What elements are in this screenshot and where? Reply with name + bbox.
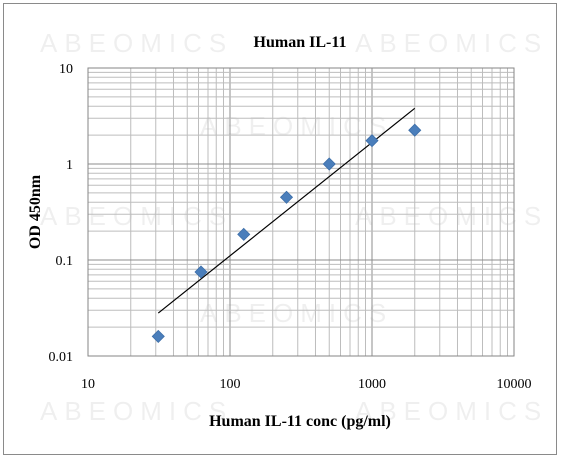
y-tick-label: 1	[66, 158, 73, 173]
data-point	[237, 227, 251, 241]
watermark-text: ABEOMICS	[200, 298, 393, 328]
data-point	[151, 329, 165, 343]
data-point	[408, 123, 422, 137]
y-axis-label: OD 450nm	[27, 174, 44, 249]
y-tick-label: 10	[59, 62, 73, 77]
gridlines	[88, 68, 514, 356]
watermark-text: ABEOMICS	[355, 396, 548, 426]
data-point	[322, 157, 336, 171]
watermark-text: ABEOMICS	[40, 28, 233, 58]
x-tick-label: 10	[81, 377, 95, 392]
data-points	[151, 123, 422, 343]
watermark-text: ABEOMICS	[200, 111, 393, 141]
data-point	[279, 190, 294, 204]
watermark-text: ABEOMICS	[355, 201, 548, 231]
y-tick-label: 0.1	[56, 254, 74, 269]
x-tick-label: 100	[220, 377, 241, 392]
watermark-text: ABEOMICS	[40, 396, 233, 426]
x-tick-label: 10000	[497, 377, 532, 392]
watermark-text: ABEOMICS	[355, 28, 548, 58]
data-point	[194, 265, 208, 279]
x-axis-label: Human IL-11 conc (pg/ml)	[209, 413, 391, 430]
watermark-layer: ABEOMICS ABEOMICS ABEOMICS ABEOMICS ABEO…	[40, 28, 548, 426]
tick-labels: 10 100 1000 10000 0.01 0.1 1 10	[49, 62, 532, 392]
data-point	[365, 134, 379, 148]
plot-area-border	[87, 67, 515, 357]
chart-title: Human IL-11	[254, 34, 347, 51]
x-tick-label: 1000	[358, 377, 386, 392]
watermark-text: ABEOMICS	[40, 201, 233, 231]
y-tick-label: 0.01	[49, 350, 74, 365]
chart-frame	[3, 3, 557, 455]
